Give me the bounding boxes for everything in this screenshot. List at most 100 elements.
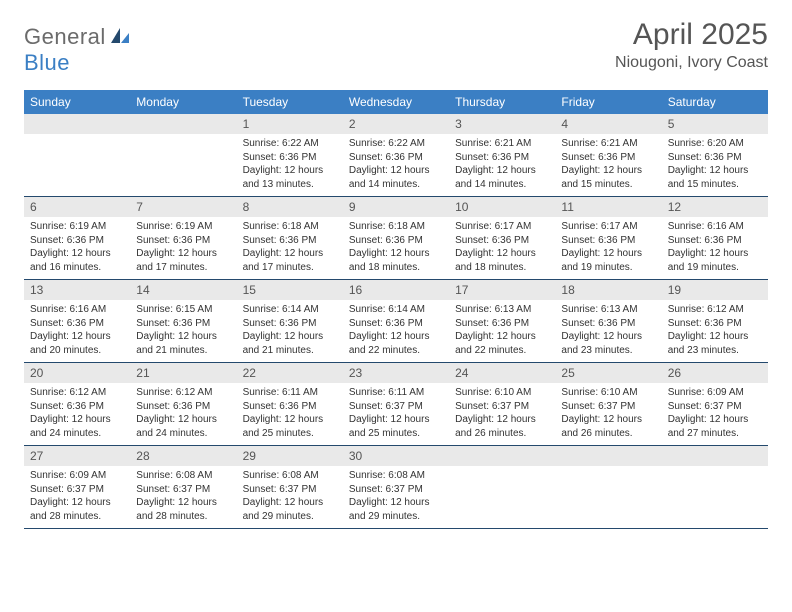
calendar-day-cell: 18Sunrise: 6:13 AMSunset: 6:36 PMDayligh… [555, 280, 661, 363]
calendar-day-cell: 20Sunrise: 6:12 AMSunset: 6:36 PMDayligh… [24, 363, 130, 446]
day-number: 28 [130, 446, 236, 466]
calendar-week-row: 27Sunrise: 6:09 AMSunset: 6:37 PMDayligh… [24, 446, 768, 529]
day-details: Sunrise: 6:11 AMSunset: 6:37 PMDaylight:… [343, 383, 449, 445]
day-details: Sunrise: 6:12 AMSunset: 6:36 PMDaylight:… [130, 383, 236, 445]
day-number: 24 [449, 363, 555, 383]
day-details: Sunrise: 6:22 AMSunset: 6:36 PMDaylight:… [343, 134, 449, 196]
day-number: 17 [449, 280, 555, 300]
day-details: Sunrise: 6:19 AMSunset: 6:36 PMDaylight:… [130, 217, 236, 279]
day-details: Sunrise: 6:17 AMSunset: 6:36 PMDaylight:… [555, 217, 661, 279]
day-number: 8 [237, 197, 343, 217]
day-number: 15 [237, 280, 343, 300]
calendar-day-cell: 1Sunrise: 6:22 AMSunset: 6:36 PMDaylight… [237, 114, 343, 197]
calendar-day-cell: 22Sunrise: 6:11 AMSunset: 6:36 PMDayligh… [237, 363, 343, 446]
day-details: Sunrise: 6:10 AMSunset: 6:37 PMDaylight:… [449, 383, 555, 445]
calendar-week-row: 6Sunrise: 6:19 AMSunset: 6:36 PMDaylight… [24, 197, 768, 280]
day-details: Sunrise: 6:11 AMSunset: 6:36 PMDaylight:… [237, 383, 343, 445]
calendar-day-cell: 13Sunrise: 6:16 AMSunset: 6:36 PMDayligh… [24, 280, 130, 363]
calendar-day-cell: 21Sunrise: 6:12 AMSunset: 6:36 PMDayligh… [130, 363, 236, 446]
day-details: Sunrise: 6:14 AMSunset: 6:36 PMDaylight:… [237, 300, 343, 362]
day-number [24, 114, 130, 134]
calendar-day-cell: 15Sunrise: 6:14 AMSunset: 6:36 PMDayligh… [237, 280, 343, 363]
day-details: Sunrise: 6:15 AMSunset: 6:36 PMDaylight:… [130, 300, 236, 362]
day-details: Sunrise: 6:12 AMSunset: 6:36 PMDaylight:… [24, 383, 130, 445]
calendar-week-row: 13Sunrise: 6:16 AMSunset: 6:36 PMDayligh… [24, 280, 768, 363]
calendar-day-cell: 12Sunrise: 6:16 AMSunset: 6:36 PMDayligh… [662, 197, 768, 280]
brand-part2: Blue [24, 50, 70, 76]
day-details: Sunrise: 6:08 AMSunset: 6:37 PMDaylight:… [343, 466, 449, 528]
calendar-column-header: Sunday [24, 90, 130, 114]
day-number: 26 [662, 363, 768, 383]
day-number: 30 [343, 446, 449, 466]
calendar-day-cell [130, 114, 236, 197]
day-number: 21 [130, 363, 236, 383]
day-details [449, 466, 555, 516]
day-number [555, 446, 661, 466]
calendar-week-row: 20Sunrise: 6:12 AMSunset: 6:36 PMDayligh… [24, 363, 768, 446]
day-details: Sunrise: 6:08 AMSunset: 6:37 PMDaylight:… [130, 466, 236, 528]
calendar-day-cell: 5Sunrise: 6:20 AMSunset: 6:36 PMDaylight… [662, 114, 768, 197]
brand-part1: General [24, 24, 106, 50]
day-number: 13 [24, 280, 130, 300]
day-number: 6 [24, 197, 130, 217]
calendar-day-cell: 2Sunrise: 6:22 AMSunset: 6:36 PMDaylight… [343, 114, 449, 197]
calendar-day-cell [24, 114, 130, 197]
day-number [449, 446, 555, 466]
location-label: Niougoni, Ivory Coast [615, 54, 768, 72]
calendar-day-cell: 30Sunrise: 6:08 AMSunset: 6:37 PMDayligh… [343, 446, 449, 529]
day-details: Sunrise: 6:16 AMSunset: 6:36 PMDaylight:… [24, 300, 130, 362]
day-details: Sunrise: 6:10 AMSunset: 6:37 PMDaylight:… [555, 383, 661, 445]
calendar-day-cell [662, 446, 768, 529]
day-details: Sunrise: 6:19 AMSunset: 6:36 PMDaylight:… [24, 217, 130, 279]
day-details: Sunrise: 6:09 AMSunset: 6:37 PMDaylight:… [24, 466, 130, 528]
calendar-day-cell: 26Sunrise: 6:09 AMSunset: 6:37 PMDayligh… [662, 363, 768, 446]
calendar-day-cell: 11Sunrise: 6:17 AMSunset: 6:36 PMDayligh… [555, 197, 661, 280]
day-number: 16 [343, 280, 449, 300]
calendar-body: 1Sunrise: 6:22 AMSunset: 6:36 PMDaylight… [24, 114, 768, 529]
day-number: 11 [555, 197, 661, 217]
day-number: 23 [343, 363, 449, 383]
day-number: 20 [24, 363, 130, 383]
day-number: 4 [555, 114, 661, 134]
calendar-week-row: 1Sunrise: 6:22 AMSunset: 6:36 PMDaylight… [24, 114, 768, 197]
calendar-day-cell: 8Sunrise: 6:18 AMSunset: 6:36 PMDaylight… [237, 197, 343, 280]
day-details: Sunrise: 6:09 AMSunset: 6:37 PMDaylight:… [662, 383, 768, 445]
day-details: Sunrise: 6:16 AMSunset: 6:36 PMDaylight:… [662, 217, 768, 279]
calendar-day-cell: 17Sunrise: 6:13 AMSunset: 6:36 PMDayligh… [449, 280, 555, 363]
calendar-column-header: Thursday [449, 90, 555, 114]
day-number: 7 [130, 197, 236, 217]
day-details [555, 466, 661, 516]
day-details: Sunrise: 6:22 AMSunset: 6:36 PMDaylight:… [237, 134, 343, 196]
calendar-day-cell [449, 446, 555, 529]
calendar-day-cell: 6Sunrise: 6:19 AMSunset: 6:36 PMDaylight… [24, 197, 130, 280]
day-details: Sunrise: 6:13 AMSunset: 6:36 PMDaylight:… [555, 300, 661, 362]
calendar-day-cell: 28Sunrise: 6:08 AMSunset: 6:37 PMDayligh… [130, 446, 236, 529]
calendar-table: SundayMondayTuesdayWednesdayThursdayFrid… [24, 90, 768, 529]
day-number: 25 [555, 363, 661, 383]
calendar-day-cell: 4Sunrise: 6:21 AMSunset: 6:36 PMDaylight… [555, 114, 661, 197]
calendar-day-cell: 10Sunrise: 6:17 AMSunset: 6:36 PMDayligh… [449, 197, 555, 280]
day-number: 18 [555, 280, 661, 300]
day-details [24, 134, 130, 184]
calendar-day-cell: 24Sunrise: 6:10 AMSunset: 6:37 PMDayligh… [449, 363, 555, 446]
day-number [662, 446, 768, 466]
day-number: 14 [130, 280, 236, 300]
calendar-day-cell: 7Sunrise: 6:19 AMSunset: 6:36 PMDaylight… [130, 197, 236, 280]
day-number: 9 [343, 197, 449, 217]
calendar-day-cell: 23Sunrise: 6:11 AMSunset: 6:37 PMDayligh… [343, 363, 449, 446]
day-details: Sunrise: 6:08 AMSunset: 6:37 PMDaylight:… [237, 466, 343, 528]
day-number: 22 [237, 363, 343, 383]
calendar-column-header: Wednesday [343, 90, 449, 114]
calendar-day-cell: 25Sunrise: 6:10 AMSunset: 6:37 PMDayligh… [555, 363, 661, 446]
calendar-column-header: Saturday [662, 90, 768, 114]
day-number: 10 [449, 197, 555, 217]
day-number: 12 [662, 197, 768, 217]
calendar-column-header: Friday [555, 90, 661, 114]
day-number: 1 [237, 114, 343, 134]
calendar-day-cell: 19Sunrise: 6:12 AMSunset: 6:36 PMDayligh… [662, 280, 768, 363]
calendar-column-header: Monday [130, 90, 236, 114]
title-block: April 2025 Niougoni, Ivory Coast [615, 18, 768, 72]
day-details: Sunrise: 6:17 AMSunset: 6:36 PMDaylight:… [449, 217, 555, 279]
calendar-header-row: SundayMondayTuesdayWednesdayThursdayFrid… [24, 90, 768, 114]
day-number: 29 [237, 446, 343, 466]
